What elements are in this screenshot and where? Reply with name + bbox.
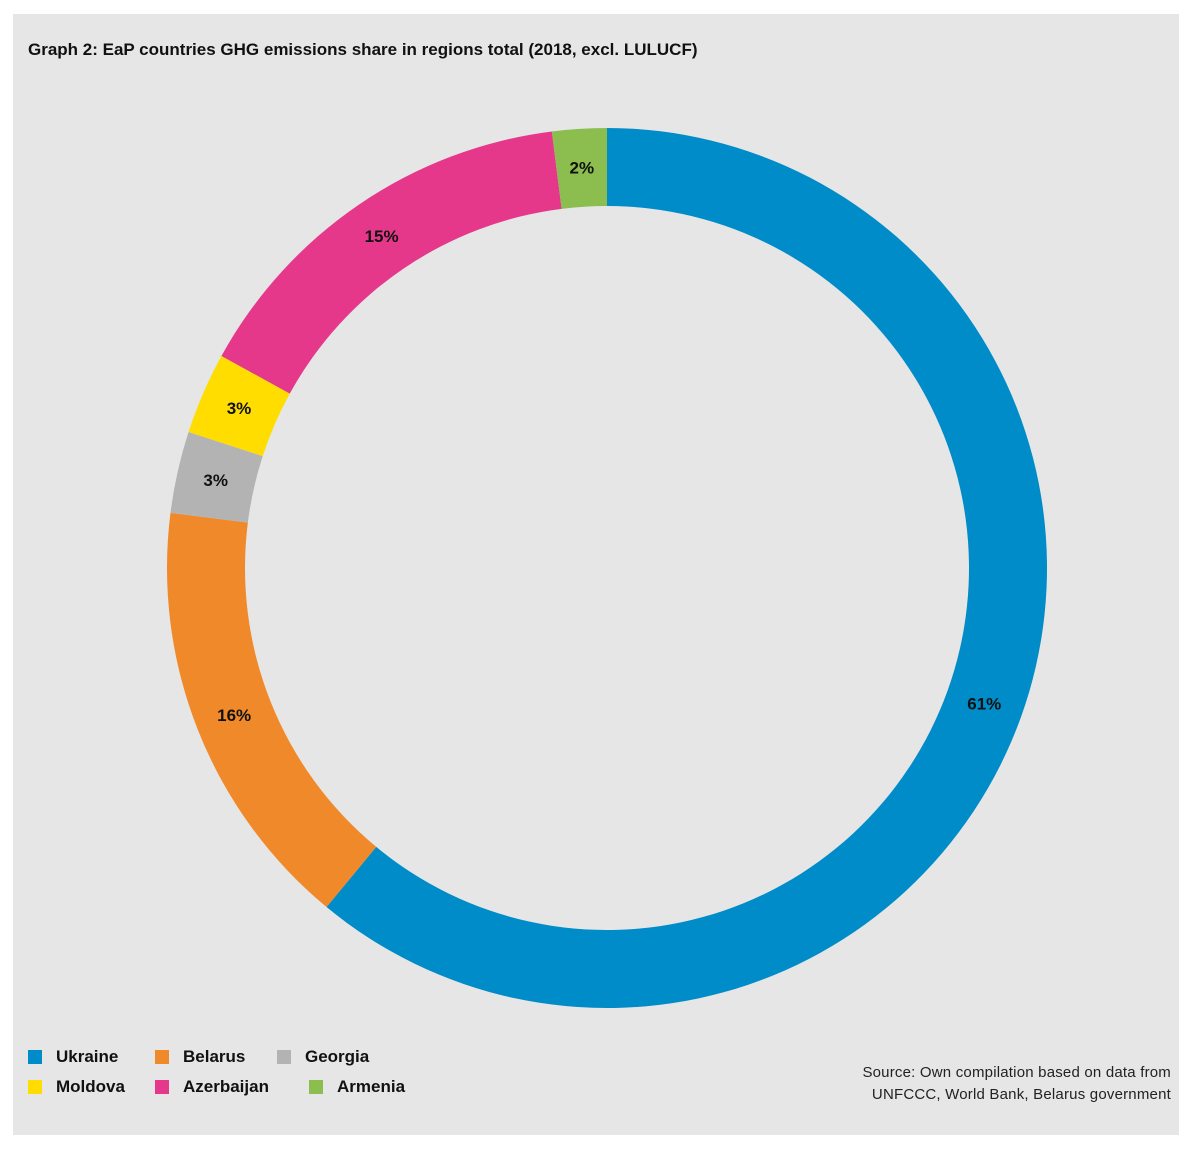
- legend-label-belarus: Belarus: [183, 1047, 246, 1066]
- legend-item-georgia: Georgia: [277, 1047, 369, 1067]
- slice-label-armenia: 2%: [570, 158, 595, 177]
- slice-label-moldova: 3%: [227, 399, 252, 418]
- source-line-2: UNFCCC, World Bank, Belarus government: [871, 1086, 1171, 1103]
- legend-item-armenia: Armenia: [309, 1077, 405, 1097]
- slice-label-ukraine: 61%: [967, 694, 1001, 713]
- legend-label-armenia: Armenia: [337, 1077, 406, 1096]
- source-line-1: Source: Own compilation based on data fr…: [862, 1064, 1171, 1081]
- legend: Ukraine Belarus Georgia Moldova Azerbaij…: [28, 1042, 405, 1102]
- slice-belarus: [167, 512, 377, 908]
- legend-item-azerbaijan: Azerbaijan: [155, 1077, 309, 1097]
- legend-label-moldova: Moldova: [56, 1077, 125, 1096]
- slice-label-azerbaijan: 15%: [365, 227, 399, 246]
- source-note: Source: Own compilation based on data fr…: [862, 1062, 1171, 1106]
- legend-item-moldova: Moldova: [28, 1077, 155, 1097]
- slice-label-georgia: 3%: [203, 471, 228, 490]
- legend-swatch-azerbaijan: [155, 1080, 169, 1094]
- slice-georgia: [170, 432, 263, 523]
- legend-swatch-moldova: [28, 1080, 42, 1094]
- slice-moldova: [188, 356, 290, 457]
- legend-item-belarus: Belarus: [155, 1047, 277, 1067]
- legend-label-georgia: Georgia: [305, 1047, 370, 1066]
- legend-swatch-ukraine: [28, 1050, 42, 1064]
- slice-armenia: [551, 128, 607, 209]
- slice-label-belarus: 16%: [217, 706, 251, 725]
- legend-swatch-armenia: [309, 1080, 323, 1094]
- slice-ukraine: [326, 128, 1047, 1009]
- legend-swatch-georgia: [277, 1050, 291, 1064]
- legend-label-azerbaijan: Azerbaijan: [183, 1077, 269, 1096]
- legend-row-1: Ukraine Belarus Georgia: [28, 1042, 405, 1072]
- slice-azerbaijan: [221, 131, 562, 394]
- legend-swatch-belarus: [155, 1050, 169, 1064]
- legend-row-2: Moldova Azerbaijan Armenia: [28, 1072, 405, 1102]
- legend-label-ukraine: Ukraine: [56, 1047, 119, 1066]
- chart-title: Graph 2: EaP countries GHG emissions sha…: [28, 40, 698, 59]
- legend-item-ukraine: Ukraine: [28, 1047, 155, 1067]
